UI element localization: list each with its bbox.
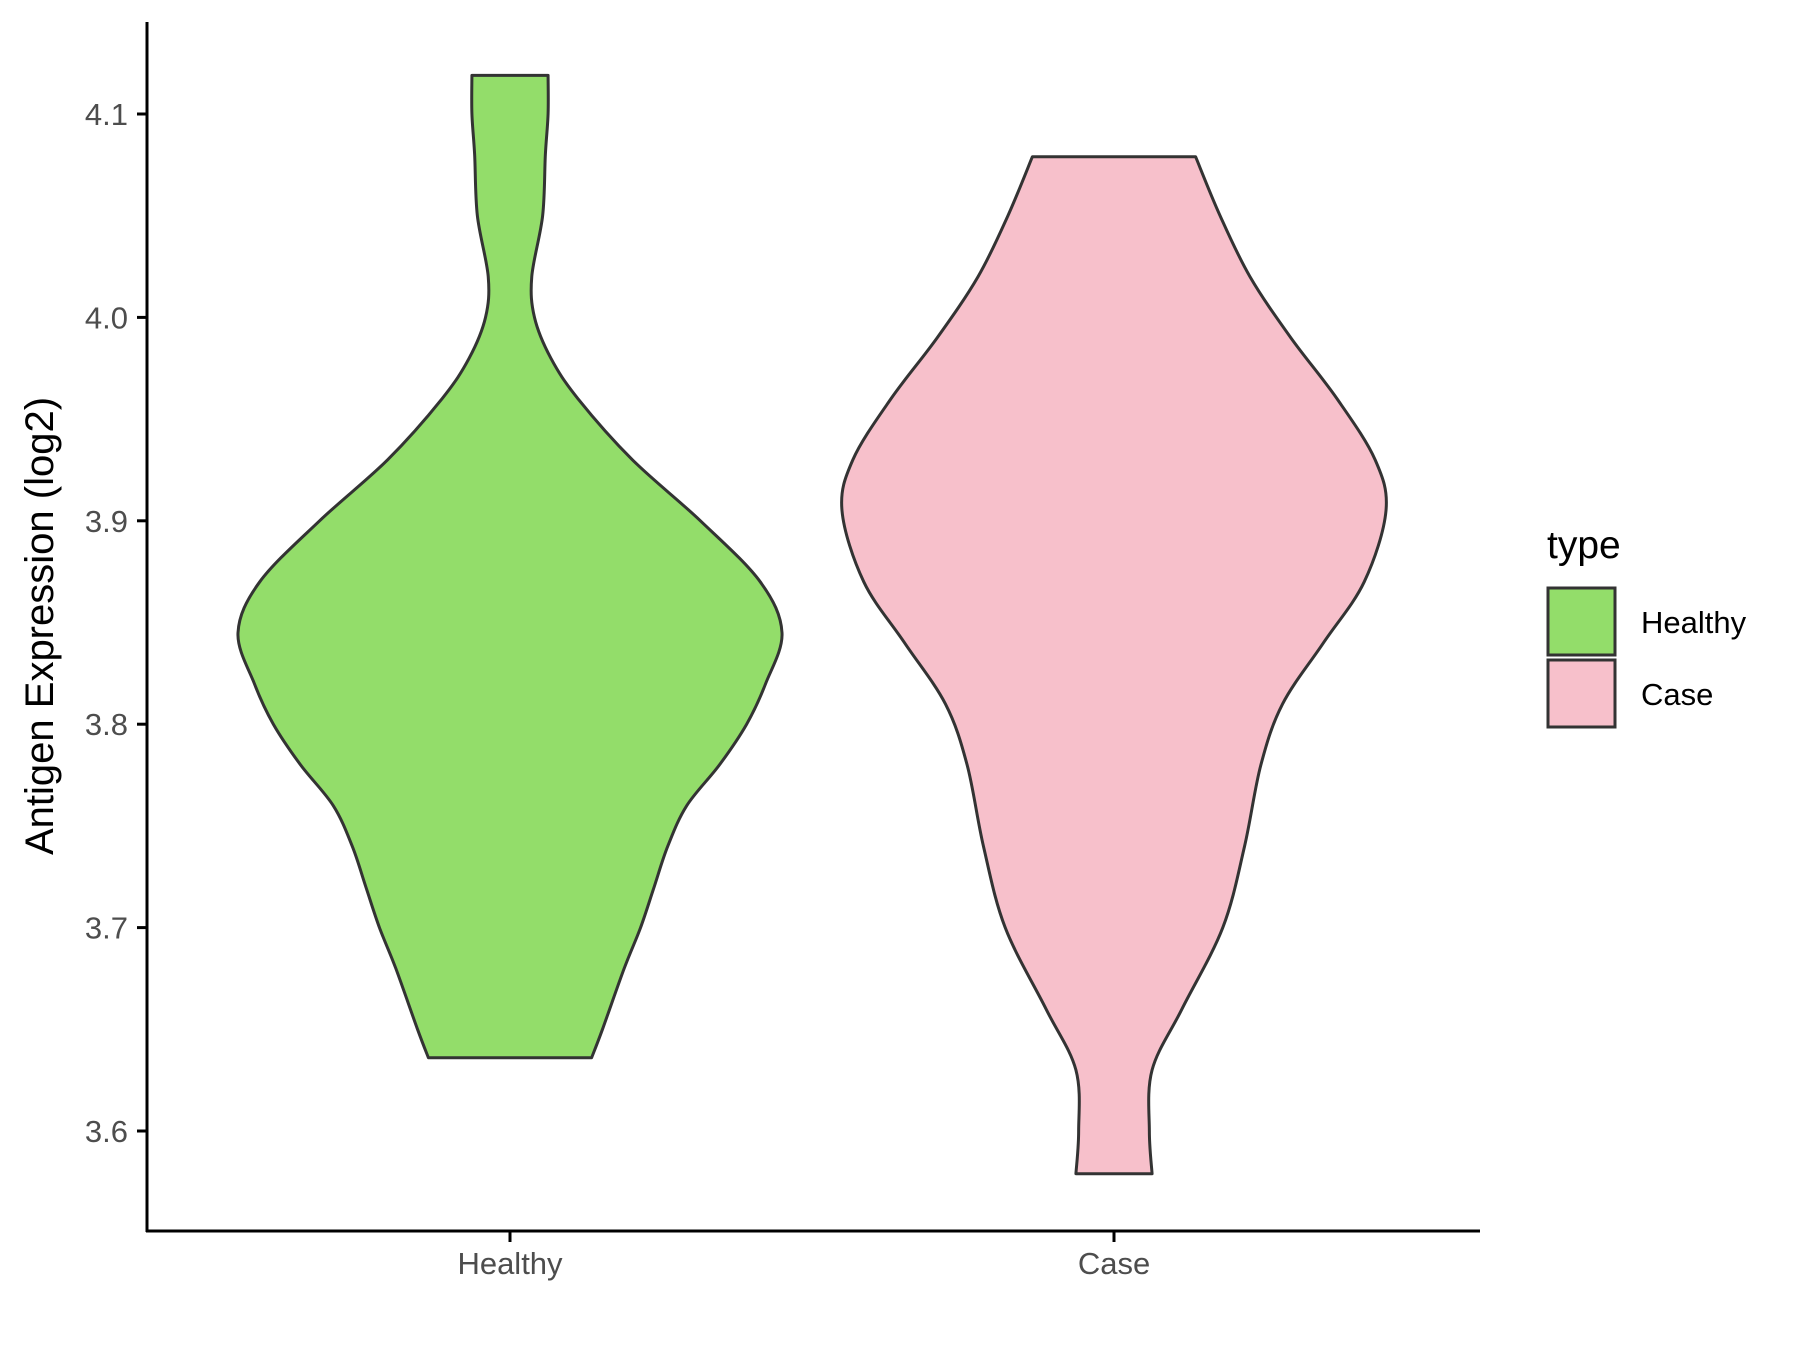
legend-swatch-case: [1546, 658, 1617, 729]
x-ticks: Healthy Case: [457, 1231, 1150, 1281]
x-tick-label: Healthy: [457, 1246, 563, 1281]
y-tick-label: 3.7: [85, 911, 128, 946]
violin-healthy: [236, 73, 784, 1060]
y-tick-label: 3.6: [85, 1114, 128, 1149]
legend-swatch-healthy: [1546, 586, 1617, 657]
legend-title: type: [1547, 524, 1621, 567]
legend-label-case: Case: [1641, 677, 1713, 712]
violins-layer: [236, 73, 1388, 1176]
y-tick-label: 4.1: [85, 97, 128, 132]
y-axis-title: Antigen Expression (log2): [18, 397, 62, 855]
legend-label-healthy: Healthy: [1641, 605, 1747, 640]
legend: type Healthy Case: [1546, 524, 1747, 729]
y-tick-label: 4.0: [85, 300, 128, 335]
axes-layer: [145, 22, 1480, 1233]
y-ticks: 3.6 3.7 3.8 3.9 4.0 4.1: [85, 97, 147, 1149]
violin-case: [840, 155, 1388, 1176]
y-tick-label: 3.8: [85, 707, 128, 742]
y-tick-label: 3.9: [85, 504, 128, 539]
x-tick-label: Case: [1078, 1246, 1150, 1281]
